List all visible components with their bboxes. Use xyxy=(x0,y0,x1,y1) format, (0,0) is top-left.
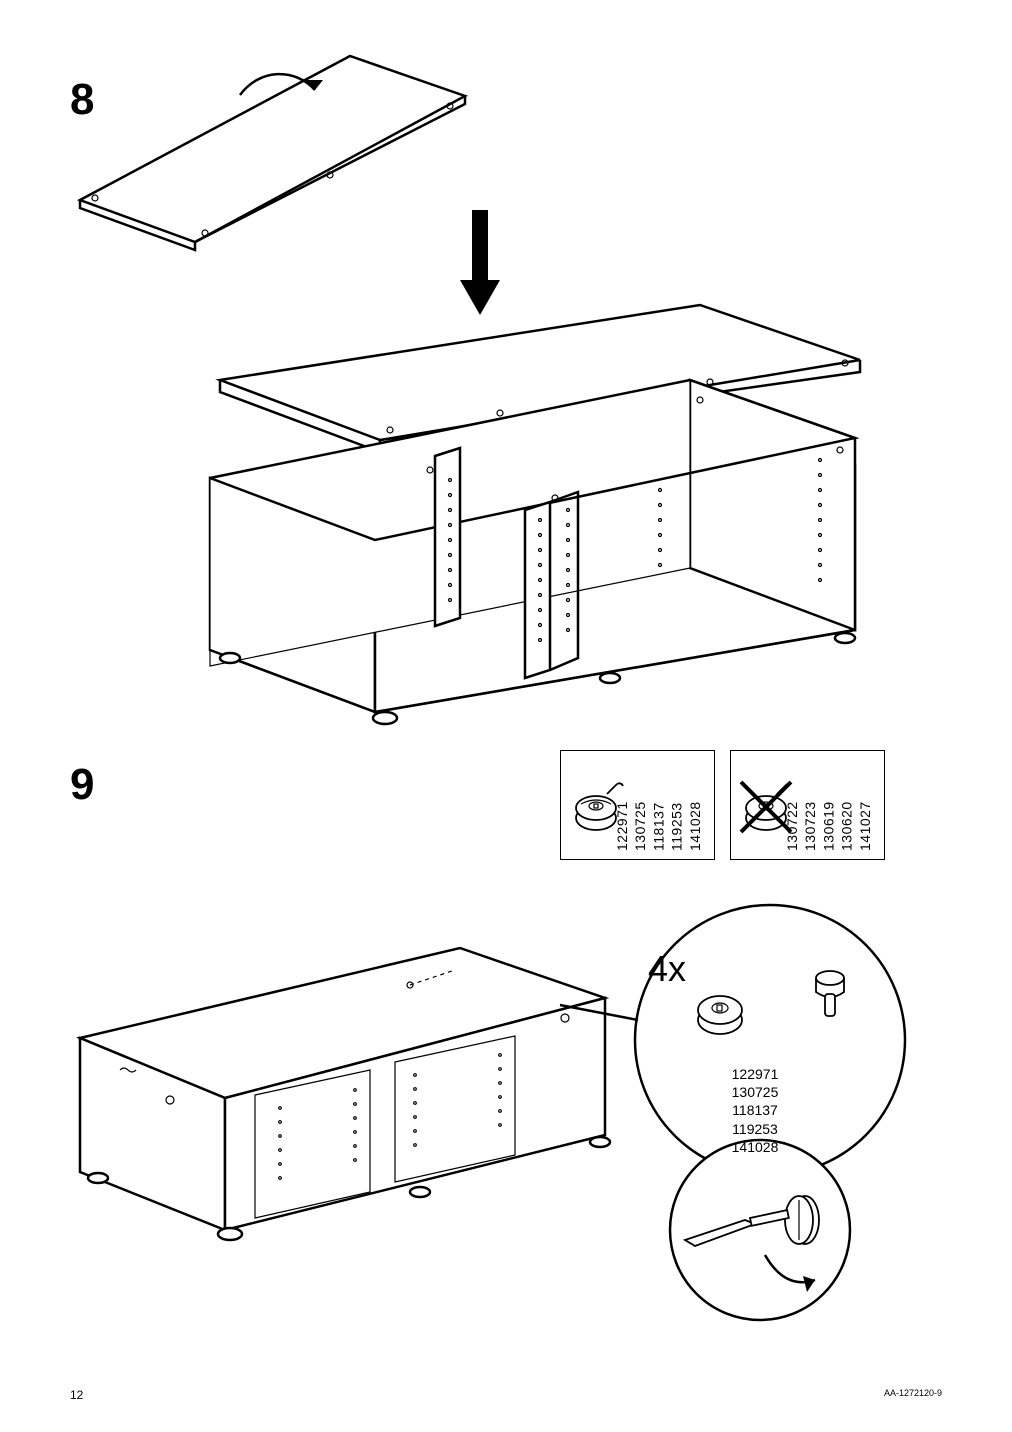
page-footer: 12 AA-1272120-9 xyxy=(0,1388,1012,1402)
avoid-part-list: 130722 130723 130619 130620 141027 xyxy=(783,761,874,851)
p: 130619 xyxy=(820,801,836,851)
p: 122971 xyxy=(614,801,630,851)
doc-id: AA-1272120-9 xyxy=(884,1388,942,1402)
step-9-number: 9 xyxy=(70,760,94,810)
use-part-box: 122971 130725 118137 119253 141028 xyxy=(560,750,715,860)
callout-qty: 4x xyxy=(648,948,686,990)
p: 119253 xyxy=(732,1121,778,1137)
p: 118137 xyxy=(650,802,666,851)
avoid-part-box: 130722 130723 130619 130620 141027 xyxy=(730,750,885,860)
step-8-flipping-panel xyxy=(60,50,480,220)
step-8-cabinet xyxy=(190,370,870,700)
p: 141028 xyxy=(687,801,703,851)
p: 130620 xyxy=(839,801,855,851)
callout-part-list: 122971 130725 118137 119253 141028 xyxy=(710,1065,800,1156)
p: 130723 xyxy=(802,801,818,851)
page-number: 12 xyxy=(70,1388,83,1402)
use-part-list: 122971 130725 118137 119253 141028 xyxy=(613,761,704,851)
step-8-down-arrow xyxy=(450,210,510,320)
p: 122971 xyxy=(732,1066,779,1082)
step-9-cabinet xyxy=(60,940,620,1230)
p: 118137 xyxy=(732,1102,778,1118)
p: 141027 xyxy=(857,801,873,851)
p: 130725 xyxy=(632,801,648,851)
p: 141028 xyxy=(732,1139,779,1155)
p: 130722 xyxy=(784,801,800,851)
p: 119253 xyxy=(669,802,685,851)
p: 130725 xyxy=(732,1084,779,1100)
